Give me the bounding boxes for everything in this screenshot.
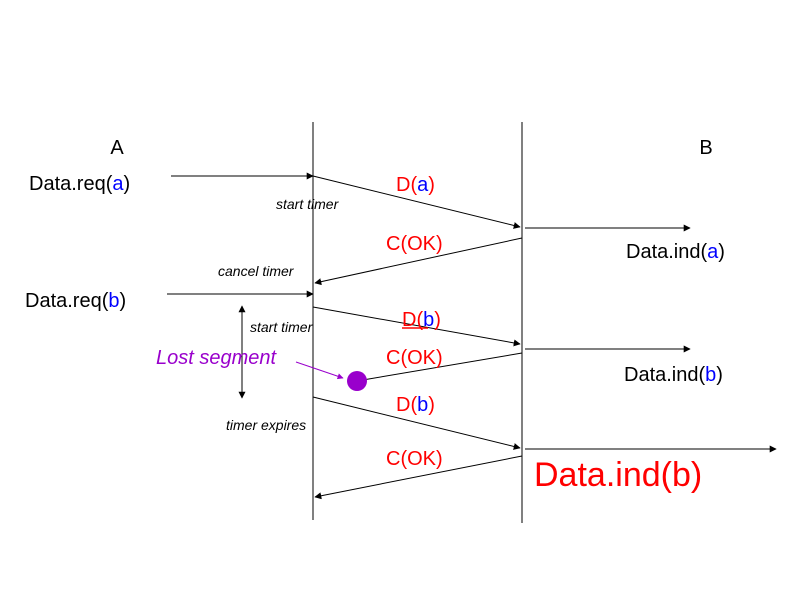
ind-a-label: Data.ind(a) — [626, 241, 725, 263]
lost-segment-label: Lost segment — [156, 347, 278, 369]
timer-expires-label: timer expires — [226, 417, 306, 433]
start-timer-1-label: start timer — [276, 196, 340, 212]
lost-pointer — [295, 361, 344, 380]
endpoint-b-label: B — [699, 137, 712, 159]
lost-segment-dot — [347, 371, 367, 391]
msg-c-ok-2-lost — [356, 352, 523, 382]
msg-label-d-b1: D(b) — [402, 309, 441, 331]
duplicate-delivery-label: Data.ind(b) — [534, 456, 703, 494]
msg-label-d-b2: D(b) — [396, 394, 435, 416]
msg-c-ok-3 — [314, 455, 523, 500]
msg-label-c-ok-1: C(OK) — [386, 233, 443, 255]
msg-d-b2 — [312, 396, 521, 450]
req-a-label: Data.req(a) — [29, 173, 130, 195]
msg-label-c-ok-3: C(OK) — [386, 448, 443, 470]
msg-c-ok-1 — [314, 237, 523, 286]
cancel-timer-label: cancel timer — [218, 263, 295, 279]
msg-label-d-a: D(a) — [396, 174, 435, 196]
ind-b-label: Data.ind(b) — [624, 364, 723, 386]
endpoint-a-label: A — [110, 137, 124, 159]
start-timer-2-label: start timer — [250, 319, 314, 335]
msg-d-b1 — [312, 306, 521, 347]
msg-label-c-ok-2: C(OK) — [386, 347, 443, 369]
msg-d-a — [312, 175, 521, 229]
req-b-label: Data.req(b) — [25, 290, 126, 312]
